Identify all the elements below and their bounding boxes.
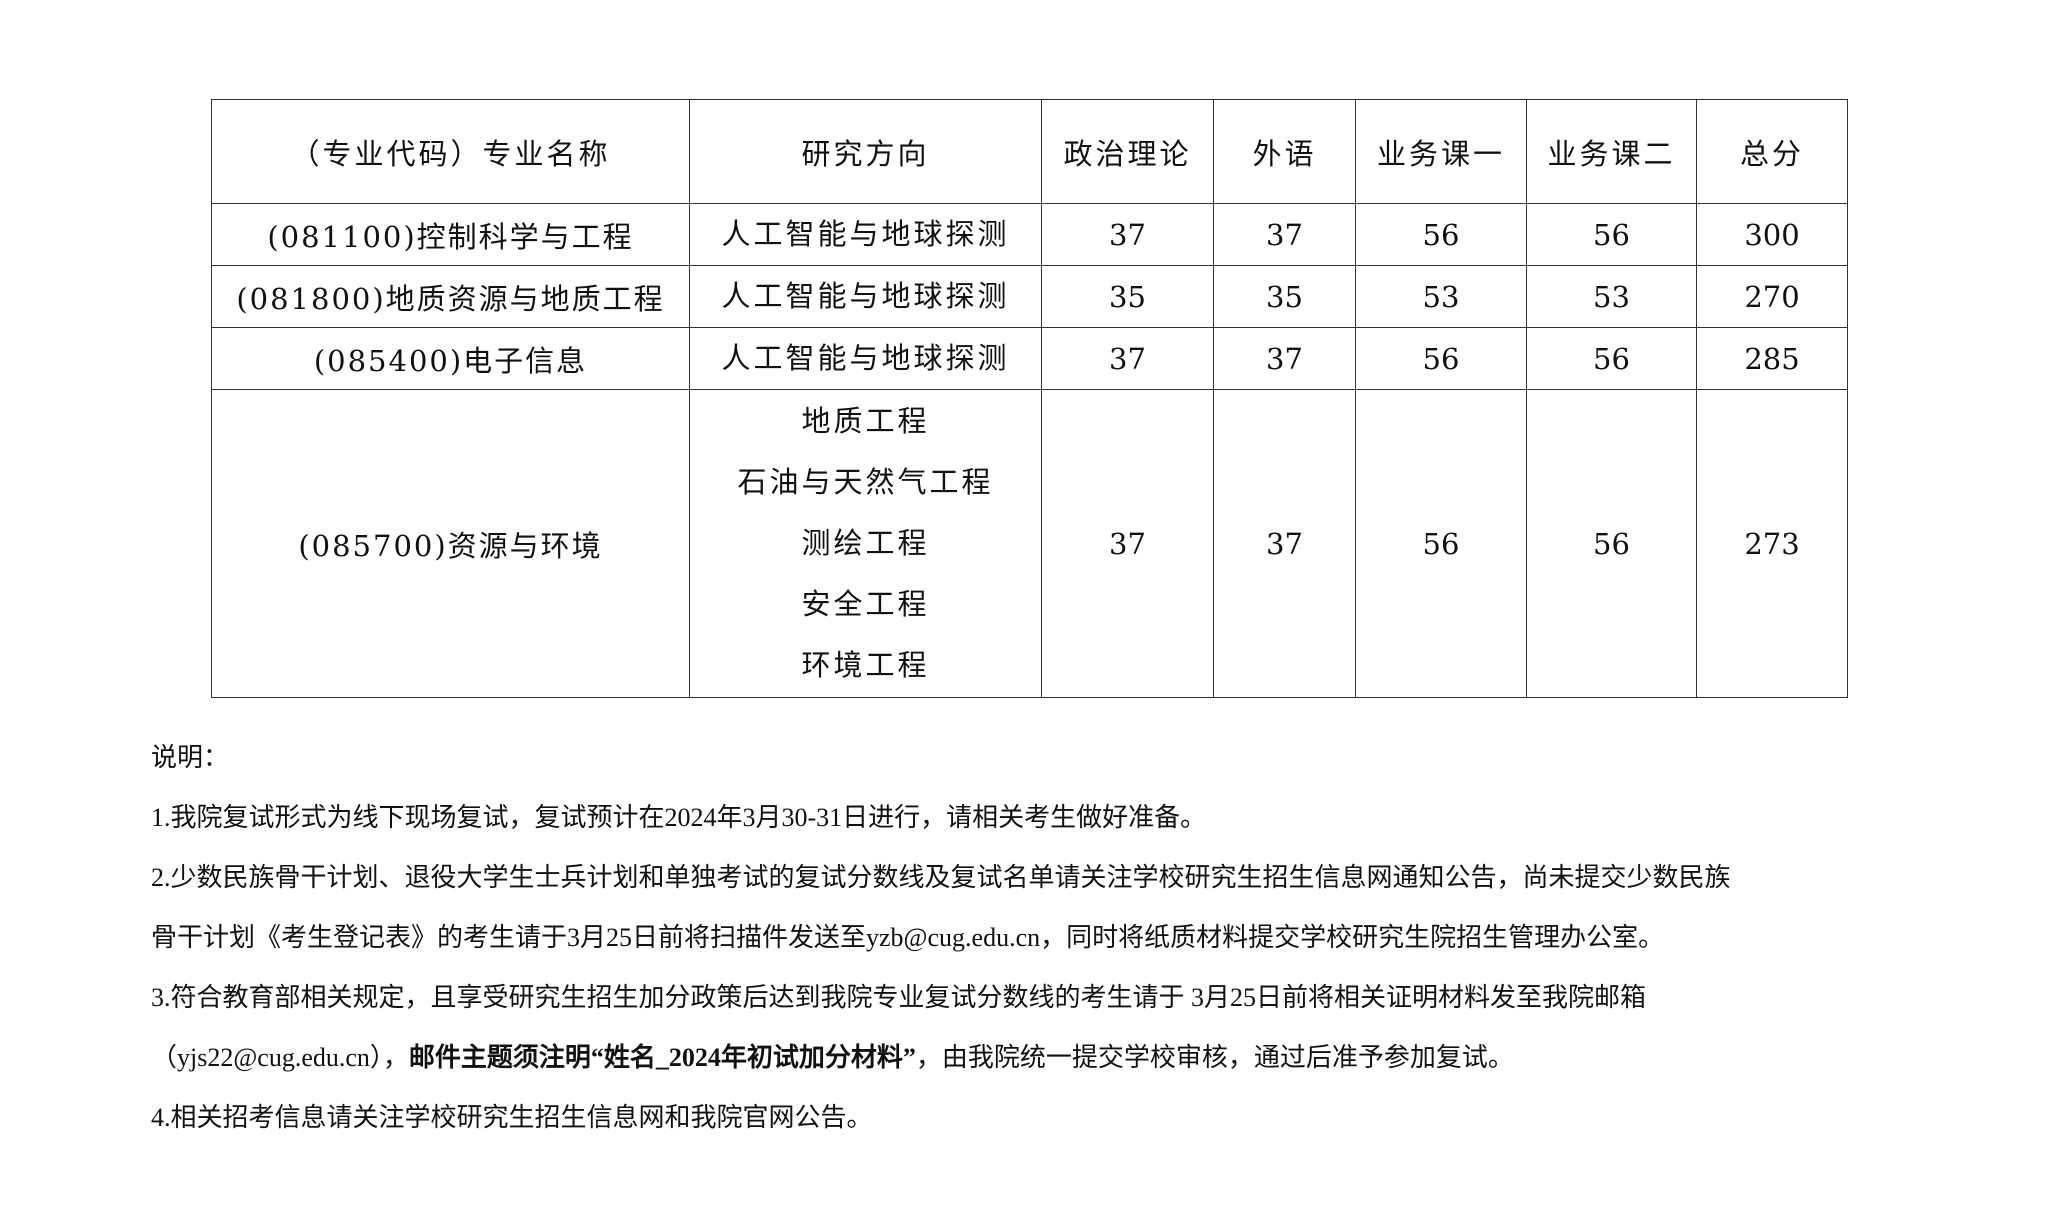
foreign-score: 37 [1213,389,1356,698]
note-3-line-2: （yjs22@cug.edu.cn），邮件主题须注明“姓名_2024年初试加分材… [151,1028,1911,1088]
major-name: (081800)地质资源与地质工程 [211,265,690,328]
foreign-score: 37 [1213,327,1356,390]
header-direction: 研究方向 [689,99,1042,204]
course2-score: 53 [1526,265,1697,328]
notes-title: 说明： [151,743,230,772]
politics-score: 37 [1041,203,1214,266]
header-major: （专业代码）专业名称 [211,99,690,204]
direction-item: 人工智能与地球探测 [721,341,1010,375]
total-score: 273 [1696,389,1848,698]
course1-score: 53 [1355,265,1527,328]
course1-score: 56 [1355,203,1527,266]
note-2-line-1: 2.少数民族骨干计划、退役大学生士兵计划和单独考试的复试分数线及复试名单请关注学… [151,863,1731,892]
politics-score: 35 [1041,265,1214,328]
course2-score: 56 [1526,327,1697,390]
foreign-score: 37 [1213,203,1356,266]
header-foreign: 外语 [1213,99,1356,204]
direction-item: 环境工程 [801,648,930,682]
politics-score: 37 [1041,389,1214,698]
table-row: (085700)资源与环境 地质工程 石油与天然气工程 测绘工程 安全工程 环境… [211,389,1848,698]
direction-item: 石油与天然气工程 [737,465,994,499]
foreign-score: 35 [1213,265,1356,328]
major-name: (085700)资源与环境 [211,389,690,698]
email-text: （yjs22@cug.edu.cn）， [151,1043,409,1072]
course2-score: 56 [1526,389,1697,698]
table-row: (081100)控制科学与工程 人工智能与地球探测 37 37 56 56 30… [211,203,1848,266]
direction-item: 测绘工程 [801,526,930,560]
major-name: (085400)电子信息 [211,327,690,390]
course1-score: 56 [1355,327,1527,390]
table-row: (081800)地质资源与地质工程 人工智能与地球探测 35 35 53 53 … [211,265,1848,328]
header-course1: 业务课一 [1355,99,1527,204]
course1-score: 56 [1355,389,1527,698]
total-score: 270 [1696,265,1848,328]
direction-item: 人工智能与地球探测 [721,279,1010,313]
header-course2: 业务课二 [1526,99,1697,204]
note-1: 1.我院复试形式为线下现场复试，复试预计在2024年3月30-31日进行，请相关… [151,803,1207,832]
note-2-line-2: 骨干计划《考生登记表》的考生请于3月25日前将扫描件发送至yzb@cug.edu… [151,923,1665,952]
course2-score: 56 [1526,203,1697,266]
table-header-row: （专业代码）专业名称 研究方向 政治理论 外语 业务课一 业务课二 总分 [211,99,1848,204]
email-subject-requirement: 邮件主题须注明“姓名_2024年初试加分材料” [408,1043,916,1072]
direction: 人工智能与地球探测 [689,265,1042,328]
score-table: （专业代码）专业名称 研究方向 政治理论 外语 业务课一 业务课二 总分 (08… [211,99,1848,698]
politics-score: 37 [1041,327,1214,390]
direction: 人工智能与地球探测 [689,203,1042,266]
table-row: (085400)电子信息 人工智能与地球探测 37 37 56 56 285 [211,327,1848,390]
major-name: (081100)控制科学与工程 [211,203,690,266]
header-politics: 政治理论 [1041,99,1214,204]
direction: 地质工程 石油与天然气工程 测绘工程 安全工程 环境工程 [689,389,1042,698]
direction: 人工智能与地球探测 [689,327,1042,390]
total-score: 300 [1696,203,1848,266]
note-4: 4.相关招考信息请关注学校研究生招生信息网和我院官网公告。 [151,1103,873,1132]
direction-item: 人工智能与地球探测 [721,217,1010,251]
notes-section: 说明： 1.我院复试形式为线下现场复试，复试预计在2024年3月30-31日进行… [151,728,1911,1148]
direction-item: 地质工程 [801,404,930,438]
header-total: 总分 [1696,99,1848,204]
direction-item: 安全工程 [801,587,930,621]
total-score: 285 [1696,327,1848,390]
note-3-tail: ，由我院统一提交学校审核，通过后准予参加复试。 [915,1043,1514,1072]
note-3-line-1: 3.符合教育部相关规定，且享受研究生招生加分政策后达到我院专业复试分数线的考生请… [151,983,1647,1012]
